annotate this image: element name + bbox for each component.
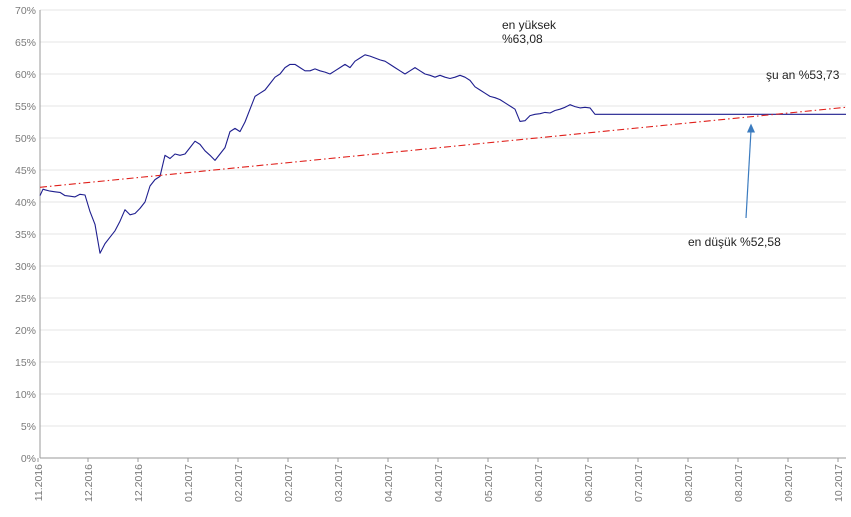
x-tick-label: 02.2017	[283, 464, 295, 502]
y-tick-label: 70%	[15, 5, 36, 17]
annotation-current-label: şu an %53,73	[766, 68, 840, 82]
x-tick-label: 02.2017	[233, 464, 245, 502]
annotations: en yüksek%63,08 şu an %53,73 en düşük %52,…	[502, 18, 840, 249]
annotation-high-label: %63,08	[502, 32, 543, 46]
x-tick-label: 06.2017	[533, 464, 545, 502]
x-tick-label: 10.2017	[833, 464, 845, 502]
y-tick-label: 45%	[15, 165, 36, 177]
y-tick-label: 35%	[15, 229, 36, 241]
x-tick-label: 12.2016	[83, 464, 95, 502]
y-tick-label: 0%	[21, 453, 36, 465]
annotation-low-arrowhead	[747, 123, 755, 133]
gridlines	[39, 9, 846, 459]
y-tick-label: 65%	[15, 37, 36, 49]
series-line	[39, 54, 846, 254]
series-layer	[39, 54, 847, 254]
trend-line	[39, 106, 847, 188]
x-tick-label: 03.2017	[333, 464, 345, 502]
x-tick-label: 07.2017	[633, 464, 645, 502]
y-tick-label: 20%	[15, 325, 36, 337]
y-tick-label: 60%	[15, 69, 36, 81]
y-axis-ticks: 0% 5% 10% 15% 20% 25% 30% 35% 40% 45% 50% 55% 60% 65%…	[15, 5, 36, 465]
annotation-low-arrow	[745, 130, 752, 219]
annotation-low-label: en düşük %52,58	[688, 235, 781, 249]
y-tick-label: 10%	[15, 389, 36, 401]
x-tick-label: 01.2017	[183, 464, 195, 502]
annotation-high-label: en yüksek	[502, 18, 557, 32]
y-tick-label: 25%	[15, 293, 36, 305]
x-tick-label: 04.2017	[383, 464, 395, 502]
y-tick-label: 40%	[15, 197, 36, 209]
y-tick-label: 5%	[21, 421, 36, 433]
x-tick-label: 11.2016	[33, 464, 45, 501]
y-tick-label: 50%	[15, 133, 36, 145]
y-tick-label: 55%	[15, 101, 36, 113]
x-tick-label: 05.2017	[483, 464, 495, 502]
x-tick-label: 12.2016	[133, 464, 145, 502]
x-tick-label: 09.2017	[783, 464, 795, 502]
x-tick-label: 08.2017	[683, 464, 695, 502]
x-tick-label: 06.2017	[583, 464, 595, 502]
y-tick-label: 30%	[15, 261, 36, 273]
x-tick-label: 08.2017	[733, 464, 745, 502]
x-axis: 11.2016 12.2016 12.2016 01.2017 02.2017 02.20…	[33, 458, 845, 502]
y-tick-label: 15%	[15, 357, 36, 369]
x-tick-label: 04.2017	[433, 464, 445, 502]
